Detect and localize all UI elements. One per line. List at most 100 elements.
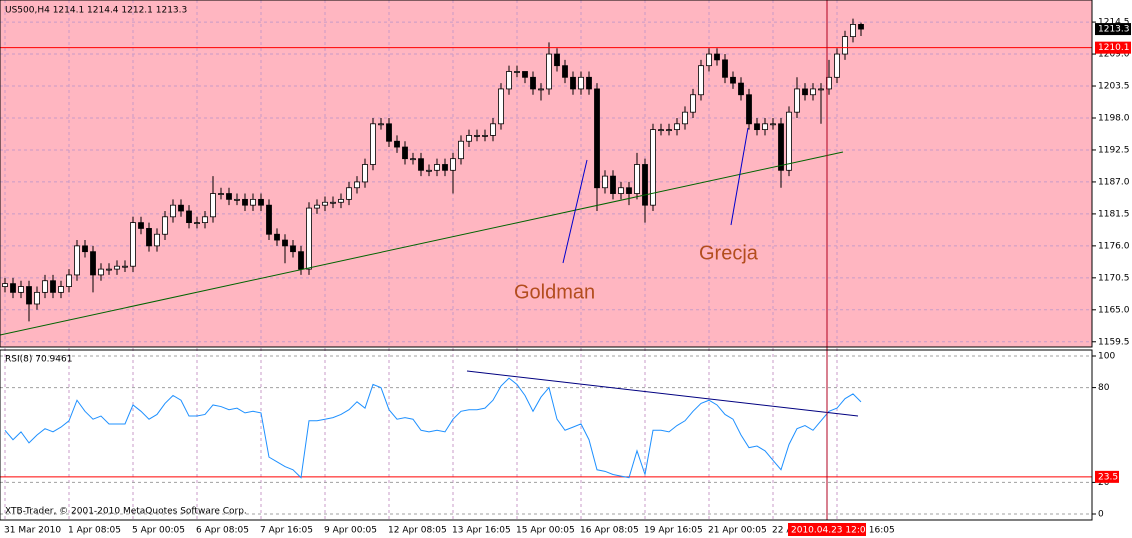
candle-body bbox=[106, 268, 112, 271]
candle-body bbox=[626, 187, 632, 194]
level-label-bg bbox=[1095, 470, 1119, 483]
candle-body bbox=[530, 76, 536, 90]
candle-body bbox=[354, 181, 360, 189]
candle-body bbox=[618, 187, 624, 194]
candle-body bbox=[34, 291, 40, 305]
y-tick-label: 1192.5 bbox=[1098, 145, 1130, 155]
price-line-label: 1210.1 bbox=[1098, 43, 1130, 53]
annotation: Grecja bbox=[699, 242, 759, 264]
candle-body bbox=[58, 286, 64, 293]
candle-body bbox=[266, 204, 272, 235]
candle-body bbox=[2, 283, 8, 287]
candle-body bbox=[570, 76, 576, 90]
candle-body bbox=[810, 88, 816, 96]
candle-body bbox=[514, 71, 520, 73]
candle-body bbox=[178, 204, 184, 212]
candle-body bbox=[474, 135, 480, 137]
candle-body bbox=[338, 198, 344, 203]
candle-body bbox=[730, 76, 736, 84]
y-tick-label: 1170.5 bbox=[1098, 273, 1130, 283]
candle-body bbox=[746, 94, 752, 125]
candle-body bbox=[842, 36, 848, 55]
candle-body bbox=[834, 53, 840, 78]
candle-body bbox=[698, 65, 704, 96]
y-tick-label: 1159.5 bbox=[1098, 337, 1130, 347]
candle-body bbox=[642, 164, 648, 206]
candle-body bbox=[194, 222, 200, 225]
candle-body bbox=[50, 280, 56, 293]
candle-body bbox=[434, 164, 440, 171]
candle-body bbox=[794, 88, 800, 113]
candle-body bbox=[218, 193, 224, 195]
candle-body bbox=[498, 88, 504, 125]
candle-body bbox=[738, 82, 744, 96]
candle-body bbox=[522, 71, 528, 78]
y-tick-label: 1176.0 bbox=[1098, 241, 1130, 251]
candle-body bbox=[66, 274, 72, 287]
x-tick-label: 19 Apr 16:05 bbox=[644, 526, 703, 536]
x-tick-label: 15 Apr 00:05 bbox=[516, 526, 575, 536]
x-tick-label: 16 Apr 08:05 bbox=[580, 526, 639, 536]
candle-body bbox=[418, 158, 424, 171]
candle-body bbox=[650, 129, 656, 206]
candle-body bbox=[362, 164, 368, 183]
candle-body bbox=[114, 265, 120, 270]
arrow-line bbox=[562, 159, 588, 264]
candle-body bbox=[394, 140, 400, 148]
overlay: 1214.5 1209.0 1203.5 1198.0 1192.5 1187.0 1181… bbox=[4, 18, 1131, 536]
candle-body bbox=[82, 245, 88, 253]
candle-body bbox=[690, 94, 696, 113]
candle-body bbox=[482, 135, 488, 137]
candle-body bbox=[666, 129, 672, 132]
candle-body bbox=[18, 286, 24, 293]
candle-body bbox=[410, 158, 416, 161]
candle-body bbox=[250, 198, 256, 206]
price-line-label-bg bbox=[1095, 41, 1131, 54]
candle-body bbox=[74, 245, 80, 276]
y-tick-label: 1203.5 bbox=[1098, 82, 1130, 92]
candle-body bbox=[210, 193, 216, 218]
y-tick-label: 80 bbox=[1098, 383, 1110, 393]
candle-body bbox=[674, 123, 680, 131]
candle-body bbox=[146, 228, 152, 247]
footer: XTB-Trader, © 2001-2010 MetaQuotes Softw… bbox=[5, 507, 247, 517]
candle-body bbox=[330, 201, 336, 204]
rsi-pane bbox=[0, 350, 1092, 520]
candle-body bbox=[610, 175, 616, 194]
candle-body bbox=[714, 53, 720, 61]
grid bbox=[0, 0, 1092, 520]
candle-body bbox=[658, 129, 664, 132]
x-tick-label: 9 Apr 00:05 bbox=[324, 526, 377, 536]
rsi-title: RSI(8) 70.9461 bbox=[5, 355, 72, 365]
crosshair-label-bg bbox=[788, 523, 866, 536]
candle-body bbox=[778, 123, 784, 171]
candle-body bbox=[290, 245, 296, 253]
candle-body bbox=[170, 204, 176, 218]
candle-body bbox=[98, 268, 104, 276]
candle-body bbox=[426, 169, 432, 172]
candle-body bbox=[802, 88, 808, 96]
candle-body bbox=[322, 201, 328, 206]
candle-body bbox=[138, 222, 144, 229]
candle-body bbox=[122, 265, 128, 268]
y-tick-label: 1214.5 bbox=[1098, 18, 1130, 28]
candle-body bbox=[490, 123, 496, 136]
candle-body bbox=[202, 216, 208, 224]
candle-body bbox=[458, 140, 464, 160]
candle-body bbox=[402, 146, 408, 160]
candle-body bbox=[242, 198, 248, 206]
candle-body bbox=[306, 207, 312, 270]
crosshair-label: 2010.04.23 12:05 bbox=[791, 526, 871, 536]
x-tick-label: 13 Apr 16:05 bbox=[452, 526, 511, 536]
candle-body bbox=[594, 88, 600, 189]
candle-body bbox=[370, 123, 376, 165]
annotation: Goldman bbox=[514, 281, 595, 303]
candle-body bbox=[10, 283, 16, 293]
x-tick-label: 1 Apr 08:05 bbox=[68, 526, 121, 536]
candle-body bbox=[850, 24, 856, 38]
candle-body bbox=[818, 88, 824, 91]
candle-body bbox=[314, 204, 320, 209]
candle-body bbox=[346, 187, 352, 200]
candle-body bbox=[602, 175, 608, 189]
